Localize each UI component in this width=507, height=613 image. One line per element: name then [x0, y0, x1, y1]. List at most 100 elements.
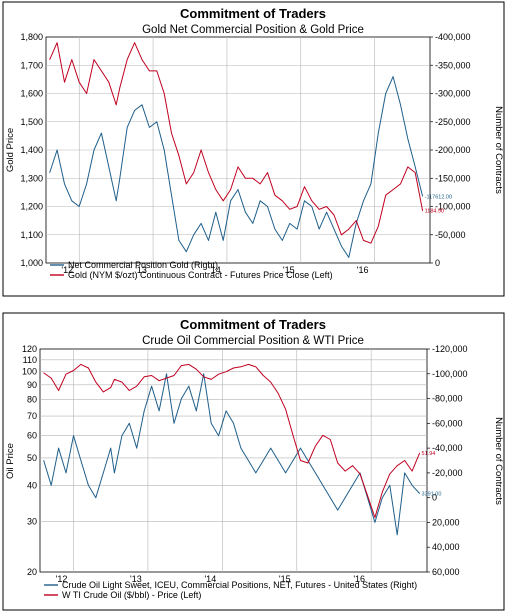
series-point: [311, 206, 313, 207]
left-tick-label: 70: [27, 411, 37, 421]
series-point: [178, 155, 180, 157]
series-point: [193, 234, 195, 236]
right-tick-label: -80,000: [432, 394, 463, 404]
series-point: [307, 462, 309, 464]
series-point: [178, 240, 180, 241]
series-point: [225, 371, 227, 373]
oil-chart-title: Commitment of Traders: [180, 317, 326, 332]
x-tick-label: '15: [283, 265, 295, 275]
series-point: [73, 435, 74, 437]
left-tick-label: 1,800: [20, 32, 43, 42]
series-point: [193, 172, 195, 173]
right-tick-label: 40,000: [432, 542, 460, 552]
series-point: [355, 220, 357, 221]
series-point: [128, 390, 130, 391]
series-point: [333, 228, 335, 230]
series-point: [255, 472, 257, 474]
series-point: [80, 364, 82, 365]
series-point: [318, 208, 320, 210]
series-point: [64, 183, 65, 185]
series-point: [171, 132, 172, 134]
price-series-line: [43, 363, 421, 518]
series-point: [411, 484, 413, 486]
series-point: [326, 211, 327, 213]
series-point: [396, 465, 398, 467]
series-point: [108, 81, 110, 83]
series-point: [407, 166, 409, 168]
gold-left-axis-label: Gold Price: [5, 128, 16, 172]
left-tick-label: 1,300: [20, 173, 43, 183]
series-point: [115, 200, 117, 202]
series-point: [195, 368, 197, 370]
series-point: [156, 70, 158, 72]
series-point: [300, 460, 301, 461]
left-tick-label: 40: [27, 481, 37, 491]
series-point: [208, 172, 209, 173]
x-tick-label: '12: [61, 265, 73, 275]
series-end-label: 1184.90: [425, 209, 444, 215]
series-point: [151, 375, 152, 376]
series-point: [300, 447, 301, 449]
oil-end-labels: 3391.00 51.94: [422, 451, 442, 497]
right-tick-label: -200,000: [435, 145, 471, 155]
series-point: [377, 225, 379, 227]
series-point: [95, 381, 97, 383]
series-point: [143, 376, 145, 378]
series-point: [171, 194, 172, 196]
series-point: [233, 422, 234, 424]
series-point: [240, 366, 242, 368]
left-tick-label: 120: [22, 344, 37, 354]
series-point: [344, 497, 346, 499]
series-point: [281, 200, 283, 202]
series-point: [78, 206, 80, 207]
series-point: [318, 228, 320, 230]
series-point: [389, 484, 391, 486]
series-point: [173, 422, 175, 424]
series-point: [102, 472, 104, 474]
series-point: [210, 379, 212, 380]
series-point: [377, 132, 379, 134]
series-point: [101, 132, 102, 134]
series-point: [64, 81, 65, 83]
left-tick-label: 110: [23, 355, 37, 365]
series-point: [166, 373, 167, 375]
series-point: [163, 149, 165, 151]
gold-grid: [46, 37, 430, 263]
series-point: [292, 434, 294, 436]
series-point: [281, 240, 283, 241]
series-point: [267, 206, 268, 207]
series-point: [404, 472, 406, 474]
series-point: [188, 364, 190, 365]
left-tick-label: 100: [22, 367, 37, 377]
series-point: [285, 408, 286, 410]
series-point: [252, 177, 254, 179]
series-point: [218, 435, 219, 437]
left-tick-label: 1,700: [20, 60, 43, 70]
series-point: [277, 460, 279, 461]
oil-chart-subtitle: Crude Oil Commercial Position & WTI Pric…: [142, 335, 364, 347]
series-point: [337, 462, 339, 464]
gold-left-ticks: 1,000 1,100 1,200 1,300 1,400 1,500 1,600 1,700…: [20, 32, 43, 268]
series-point: [88, 367, 89, 369]
series-point: [296, 206, 298, 207]
series-point: [128, 422, 130, 424]
legend-entry: Gold (NYM $/ozt) Continuous Contract - F…: [68, 270, 333, 280]
x-tick-label: '16: [357, 265, 369, 275]
series-point: [110, 387, 112, 388]
left-tick-label: 30: [27, 517, 37, 527]
right-tick-label: -100,000: [432, 369, 468, 379]
series-point: [230, 200, 231, 202]
series-point: [315, 472, 316, 474]
series-point: [414, 166, 416, 168]
oil-chart-panel: Commitment of Traders Crude Oil Commerci…: [2, 312, 505, 611]
gold-chart-panel: Commitment of Traders Gold Net Commercia…: [2, 1, 505, 297]
oil-plot-area: [39, 348, 428, 573]
series-point: [270, 447, 272, 449]
x-tick-label: '12: [56, 574, 68, 584]
series-point: [245, 211, 246, 213]
series-point: [285, 472, 286, 474]
series-point: [363, 240, 364, 241]
right-tick-label: -350,000: [435, 60, 471, 70]
series-point: [134, 42, 135, 44]
